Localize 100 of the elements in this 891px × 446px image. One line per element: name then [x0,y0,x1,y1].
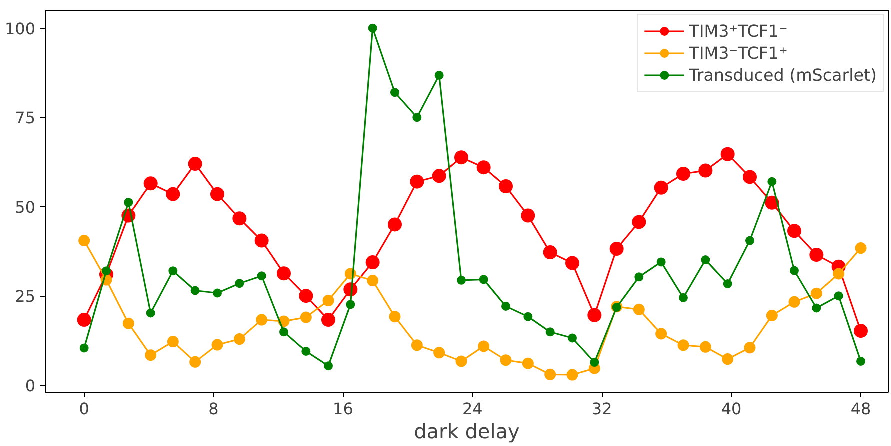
point [232,212,247,226]
point [235,279,244,288]
point [834,292,844,301]
point [790,266,799,276]
x-tick-label: 0 [79,400,90,418]
x-tick-label: 48 [850,400,872,418]
point [368,24,378,33]
point [124,198,134,208]
legend-label: TIM3⁻TCF1⁺ [689,44,788,62]
point [168,266,178,276]
point [388,218,402,232]
point [213,288,222,298]
point [389,311,401,323]
point [765,196,780,210]
point [367,275,379,286]
x-axis-title: dark delay [414,420,520,444]
point [812,304,822,313]
point [768,177,777,186]
point [498,180,513,194]
point [166,187,180,202]
point [744,342,756,354]
point [146,308,156,318]
point [478,340,490,352]
point [766,310,778,322]
point [633,304,645,316]
x-tick-label: 24 [462,400,483,418]
point [254,234,269,248]
point [145,350,157,362]
point [479,275,488,284]
point [210,187,224,202]
point [522,358,534,370]
point [723,279,732,288]
point [299,289,314,304]
point [543,246,558,260]
point [856,356,866,366]
point [810,248,824,262]
point [656,328,668,340]
point [122,318,134,330]
point [634,272,644,282]
point [280,328,288,337]
point [78,235,90,247]
point [745,236,754,246]
point [346,300,356,310]
x-tick-label: 40 [721,400,742,418]
point [698,164,713,178]
x-tick-label: 8 [208,400,219,418]
point [701,256,710,265]
point [434,347,446,359]
point [324,362,333,371]
point [77,313,92,328]
legend-label: TIM3⁺TCF1⁻ [689,22,788,40]
point [190,356,202,368]
point [434,70,444,80]
point [568,334,577,343]
point [810,288,822,300]
point [565,256,580,270]
point [322,295,334,306]
y-tick-label: 0 [25,376,36,396]
point [456,356,468,368]
x-tick-label: 16 [333,400,354,418]
point [787,224,802,238]
point [788,296,800,308]
point [212,339,224,351]
point [678,340,690,352]
y-tick-label: 100 [4,19,36,38]
point [188,157,202,171]
point [454,150,468,165]
point [476,160,491,175]
point [654,180,668,195]
point [80,344,89,353]
point [302,346,311,356]
point [610,242,624,256]
point [190,286,200,296]
point [855,242,867,254]
point [833,268,845,280]
point [144,176,158,191]
point [588,308,602,322]
point [410,174,424,189]
point [854,324,868,338]
point [720,147,735,162]
point [590,358,600,368]
point [321,313,336,328]
point [722,354,734,366]
point [521,208,536,223]
point [632,215,646,230]
x-tick-label: 32 [592,400,612,418]
y-tick-label: 50 [15,198,36,217]
point [544,368,556,380]
point [656,258,666,267]
point [700,341,712,353]
point [256,314,268,326]
point [257,272,266,281]
point [546,328,555,337]
point [742,170,757,184]
point [524,312,533,322]
point [457,276,466,285]
y-tick-label: 75 [15,108,36,128]
point [277,266,291,281]
point [432,169,446,184]
legend-label: Transduced (mScarlet) [689,66,877,84]
